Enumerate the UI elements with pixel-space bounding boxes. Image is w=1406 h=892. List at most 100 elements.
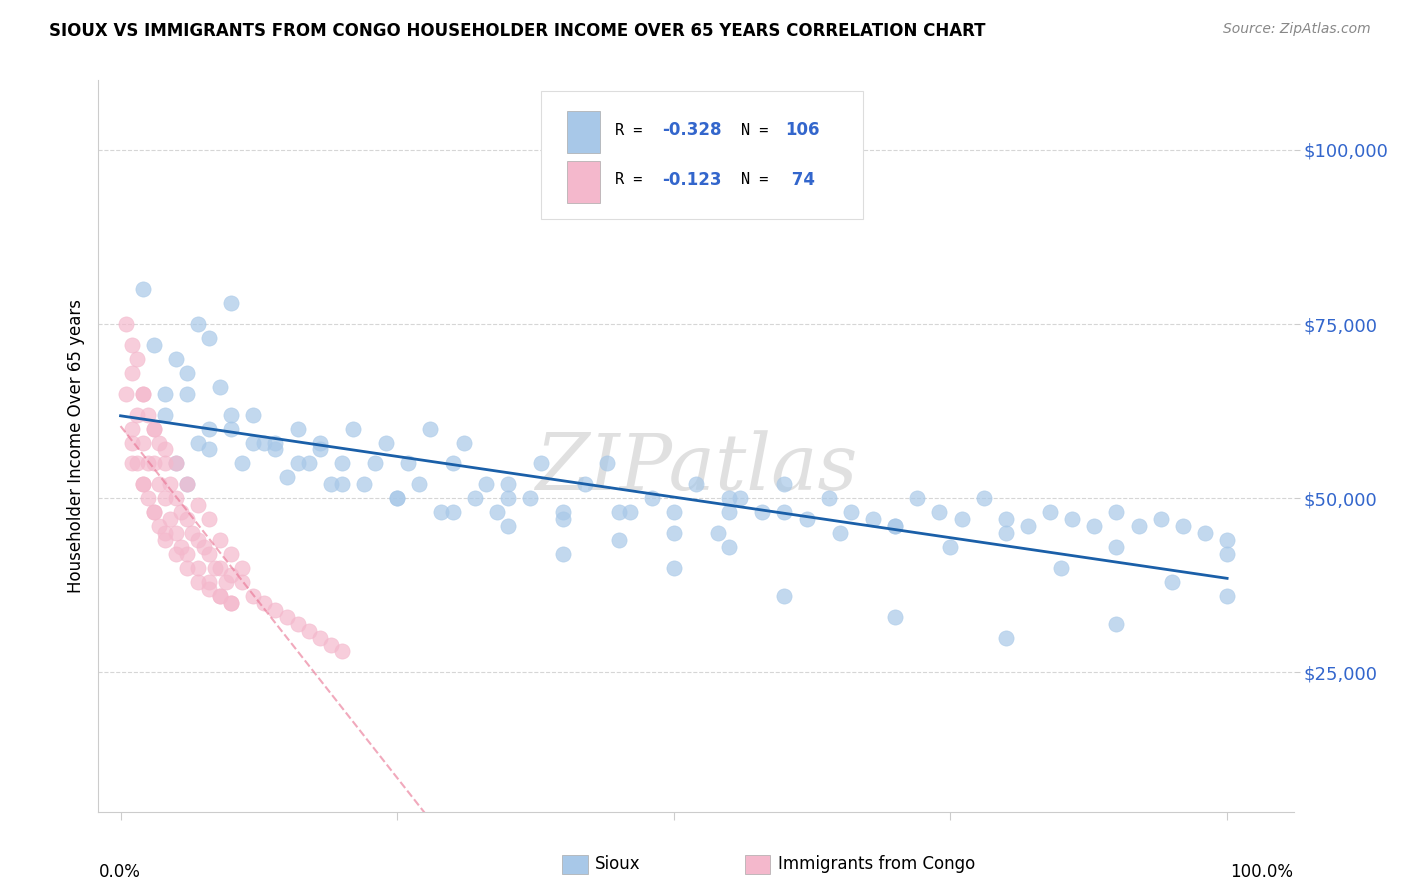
Point — [718, 491, 741, 506]
Point — [994, 526, 1017, 541]
Point — [165, 491, 187, 506]
Point — [181, 526, 204, 541]
Point — [121, 366, 143, 380]
Point — [662, 526, 685, 541]
Point — [1050, 561, 1073, 575]
Point — [153, 457, 176, 471]
Point — [176, 477, 198, 491]
Point — [1128, 519, 1150, 533]
Text: Sioux: Sioux — [595, 855, 640, 873]
Point — [1105, 505, 1128, 519]
Point — [718, 505, 741, 519]
Point — [187, 533, 209, 547]
Point — [198, 574, 221, 589]
Text: 0.0%: 0.0% — [98, 863, 141, 881]
Point — [607, 533, 630, 547]
Point — [308, 435, 330, 450]
Point — [127, 408, 149, 422]
Point — [198, 442, 221, 457]
Point — [1017, 519, 1039, 533]
Point — [1105, 616, 1128, 631]
Point — [905, 491, 928, 506]
Point — [287, 616, 309, 631]
Point — [204, 561, 226, 575]
Point — [662, 505, 685, 519]
Point — [385, 491, 409, 506]
Point — [187, 561, 209, 575]
Point — [136, 491, 159, 506]
Point — [176, 366, 198, 380]
Point — [153, 526, 176, 541]
FancyBboxPatch shape — [541, 91, 863, 219]
Point — [153, 491, 176, 506]
Point — [148, 477, 170, 491]
Point — [253, 435, 276, 450]
Point — [176, 477, 198, 491]
Point — [884, 519, 907, 533]
Point — [187, 435, 209, 450]
Bar — [567, 161, 600, 203]
Point — [1105, 540, 1128, 554]
Point — [170, 540, 193, 554]
Point — [127, 351, 149, 366]
Point — [464, 491, 486, 506]
Point — [553, 512, 575, 526]
Point — [264, 435, 287, 450]
Point — [209, 561, 232, 575]
Point — [153, 408, 176, 422]
Point — [862, 512, 884, 526]
Point — [136, 457, 159, 471]
Point — [209, 380, 232, 394]
Point — [796, 512, 818, 526]
Point — [165, 457, 187, 471]
Point — [131, 477, 153, 491]
Point — [215, 574, 238, 589]
Point — [994, 631, 1017, 645]
Point — [298, 457, 321, 471]
Point — [165, 547, 187, 561]
Point — [209, 589, 232, 603]
Text: N =: N = — [741, 122, 778, 137]
Point — [165, 351, 187, 366]
Point — [264, 442, 287, 457]
Point — [1216, 547, 1239, 561]
Point — [939, 540, 962, 554]
Point — [253, 596, 276, 610]
Point — [950, 512, 973, 526]
Point — [193, 540, 215, 554]
Point — [773, 505, 796, 519]
Point — [131, 477, 153, 491]
Point — [308, 631, 330, 645]
Point — [159, 512, 181, 526]
Point — [828, 526, 851, 541]
Point — [219, 547, 242, 561]
Point — [142, 338, 165, 352]
Point — [485, 505, 508, 519]
Point — [1062, 512, 1084, 526]
Point — [148, 435, 170, 450]
Point — [131, 435, 153, 450]
Point — [419, 421, 441, 435]
Point — [453, 435, 475, 450]
Point — [176, 561, 198, 575]
Point — [685, 477, 707, 491]
Point — [142, 505, 165, 519]
Bar — [567, 111, 600, 153]
Point — [131, 386, 153, 401]
Point — [209, 589, 232, 603]
Text: -0.123: -0.123 — [662, 170, 723, 189]
Point — [198, 582, 221, 596]
Point — [276, 470, 298, 484]
Point — [219, 408, 242, 422]
Point — [142, 505, 165, 519]
Text: Source: ZipAtlas.com: Source: ZipAtlas.com — [1223, 22, 1371, 37]
Point — [330, 644, 353, 658]
Point — [231, 457, 253, 471]
Point — [209, 533, 232, 547]
Point — [159, 477, 181, 491]
Point — [287, 457, 309, 471]
Point — [994, 512, 1017, 526]
Point — [1083, 519, 1105, 533]
Point — [176, 547, 198, 561]
Point — [662, 561, 685, 575]
